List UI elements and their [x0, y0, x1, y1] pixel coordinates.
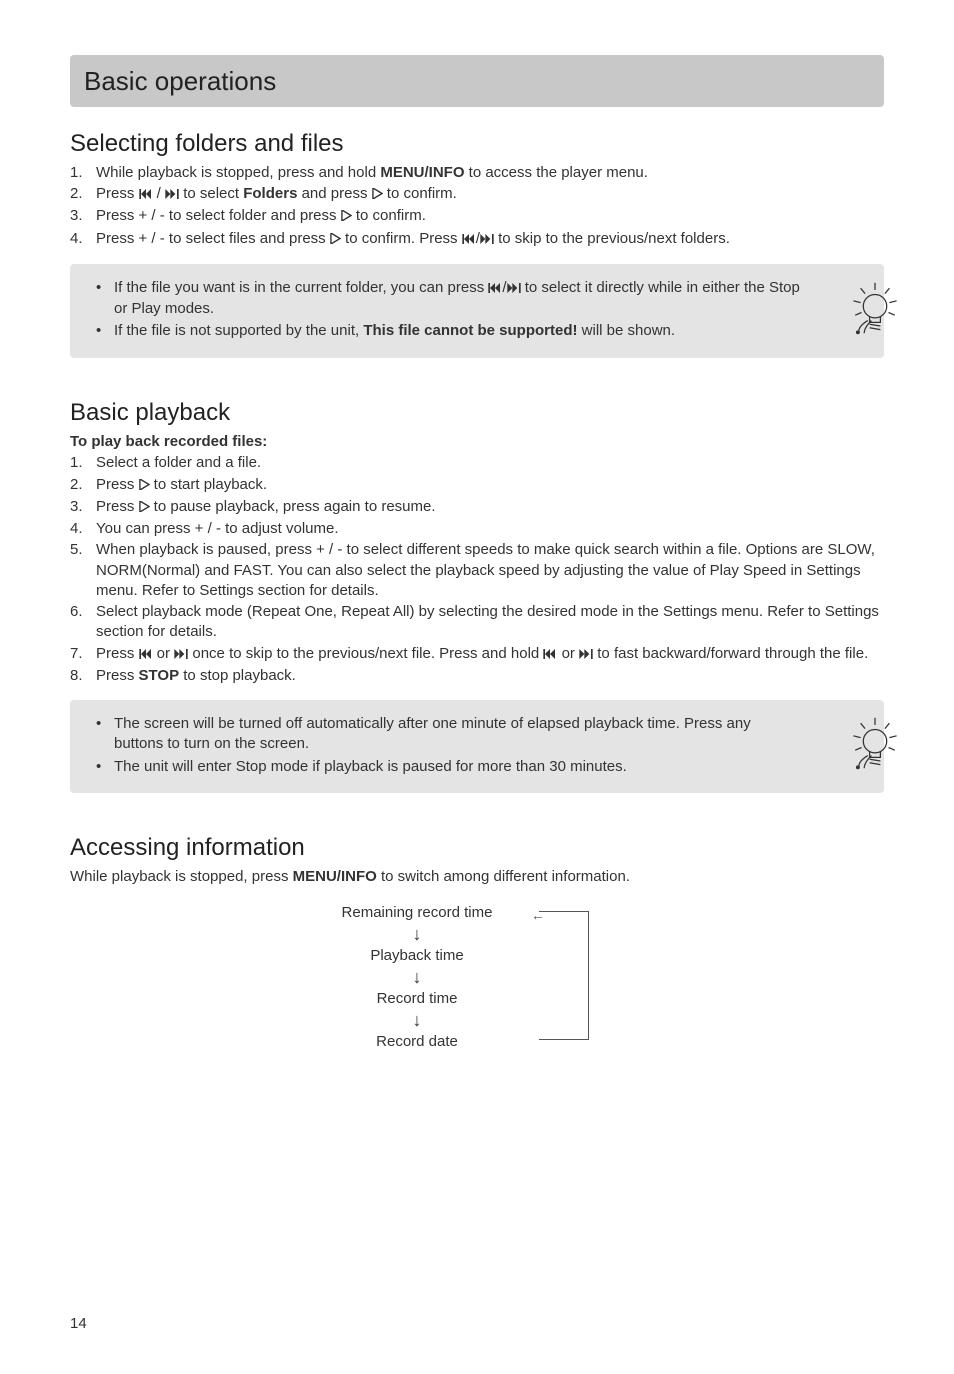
- play-icon: [139, 476, 150, 496]
- prev-icon: [139, 185, 153, 205]
- page-number: 14: [70, 1313, 87, 1334]
- prev-icon: [139, 645, 153, 665]
- playback-subhead: To play back recorded files:: [70, 431, 884, 452]
- down-arrow-icon: ↓: [307, 1009, 527, 1032]
- list-item: When playback is paused, press + / - to …: [70, 540, 884, 601]
- prev-icon: [543, 645, 557, 665]
- next-icon: [165, 185, 179, 205]
- list-item: While playback is stopped, press and hol…: [70, 163, 884, 183]
- heading-playback: Basic playback: [70, 396, 884, 430]
- list-item: Select a folder and a file.: [70, 453, 884, 473]
- tip-item: If the file is not supported by the unit…: [92, 321, 804, 341]
- list-item: You can press + / - to adjust volume.: [70, 519, 884, 539]
- tip-item: If the file you want is in the current f…: [92, 278, 804, 320]
- down-arrow-icon: ↓: [307, 923, 527, 946]
- playback-steps: Select a folder and a file. Press to sta…: [70, 453, 884, 686]
- list-item: Press + / - to select folder and press t…: [70, 206, 884, 227]
- section-header: Basic operations: [84, 63, 870, 99]
- lightbulb-icon: [848, 281, 902, 341]
- next-icon: [579, 645, 593, 665]
- heading-selecting: Selecting folders and files: [70, 127, 884, 161]
- cycle-return-line: [539, 911, 589, 1039]
- heading-accessing: Accessing information: [70, 831, 884, 865]
- tip-item: The unit will enter Stop mode if playbac…: [92, 757, 804, 777]
- tip-item: The screen will be turned off automatica…: [92, 714, 804, 755]
- section-header-bar: Basic operations: [70, 55, 884, 107]
- list-item: Press STOP to stop playback.: [70, 666, 884, 686]
- list-item: Select playback mode (Repeat One, Repeat…: [70, 602, 884, 643]
- down-arrow-icon: ↓: [307, 966, 527, 989]
- cycle-item: Record time: [307, 989, 527, 1009]
- info-cycle-diagram: Remaining record time ↓ Playback time ↓ …: [307, 903, 647, 1051]
- prev-icon: [462, 230, 476, 250]
- next-icon: [174, 645, 188, 665]
- play-icon: [341, 207, 352, 227]
- lightbulb-icon: [848, 716, 902, 776]
- list-item: Press to pause playback, press again to …: [70, 497, 884, 518]
- cycle-item: Remaining record time: [307, 903, 527, 923]
- prev-icon: [488, 279, 502, 299]
- cycle-item: Record date: [307, 1032, 527, 1052]
- selecting-steps: While playback is stopped, press and hol…: [70, 163, 884, 250]
- list-item: Press + / - to select files and press to…: [70, 229, 884, 250]
- left-arrowhead-icon: ←: [531, 906, 545, 926]
- list-item: Press or once to skip to the previous/ne…: [70, 644, 884, 665]
- play-icon: [330, 230, 341, 250]
- cycle-item: Playback time: [307, 946, 527, 966]
- list-item: Press to start playback.: [70, 475, 884, 496]
- next-icon: [507, 279, 521, 299]
- accessing-intro: While playback is stopped, press MENU/IN…: [70, 866, 884, 887]
- next-icon: [480, 230, 494, 250]
- tip-box-selecting: If the file you want is in the current f…: [70, 264, 884, 358]
- play-icon: [372, 185, 383, 205]
- tip-box-playback: The screen will be turned off automatica…: [70, 700, 884, 793]
- list-item: Press / to select Folders and press to c…: [70, 184, 884, 205]
- play-icon: [139, 498, 150, 518]
